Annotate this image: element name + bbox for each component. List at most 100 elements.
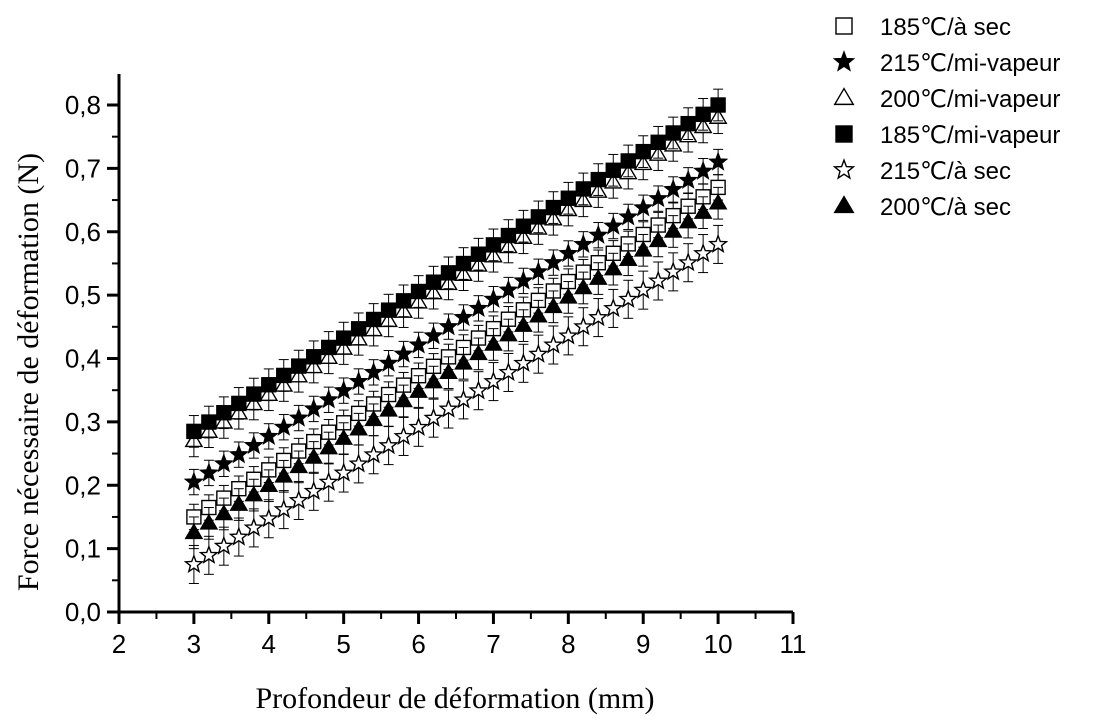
legend-item: 185℃/mi-vapeur — [835, 122, 1060, 149]
data-point — [663, 178, 684, 199]
data-point — [558, 287, 578, 304]
data-point — [647, 270, 669, 290]
data-point — [573, 233, 594, 254]
data-point — [306, 349, 322, 365]
data-point — [530, 209, 547, 225]
legend-item: 185℃/à sec — [835, 14, 1011, 41]
data-point — [393, 425, 414, 446]
y-axis: 0,0 0,1 0,2 0,3 0,4 0,5 0,6 0,7 0,8 — [65, 74, 121, 627]
data-point — [319, 438, 339, 455]
data-point — [500, 227, 517, 244]
data-point — [365, 311, 382, 328]
series-5 — [184, 186, 728, 550]
legend-item: 215℃/mi-vapeur — [832, 50, 1060, 77]
data-point — [468, 380, 489, 400]
data-point — [560, 190, 577, 206]
data-point — [186, 423, 202, 440]
data-point — [335, 330, 352, 346]
legend-item: 215℃/à sec — [832, 158, 1011, 185]
data-point — [575, 181, 592, 197]
data-point — [695, 106, 711, 123]
data-point — [349, 419, 368, 436]
data-point — [605, 162, 621, 178]
data-point — [455, 255, 472, 272]
data-point — [603, 297, 624, 318]
legend-marker — [832, 158, 856, 180]
x-tick-label: 3 — [187, 629, 201, 659]
y-tick-label: 0,2 — [65, 470, 101, 500]
data-point — [680, 115, 696, 132]
data-point — [453, 306, 474, 327]
data-point — [650, 134, 666, 151]
data-point — [363, 444, 384, 464]
data-point — [647, 187, 669, 208]
data-point — [469, 344, 488, 361]
data-point — [545, 199, 562, 216]
data-point — [665, 125, 681, 141]
y-tick-label: 0,3 — [65, 407, 101, 437]
data-point — [498, 279, 519, 299]
data-point — [199, 513, 219, 530]
data-point — [513, 352, 534, 372]
data-point — [410, 283, 427, 300]
data-point — [288, 407, 309, 427]
y-tick-label: 0,0 — [65, 597, 101, 627]
legend-marker — [833, 87, 855, 106]
data-point — [243, 434, 265, 455]
x-tick-label: 8 — [561, 629, 575, 659]
data-point — [304, 447, 324, 464]
data-point — [483, 370, 504, 391]
data-point — [258, 508, 279, 528]
data-point — [693, 242, 714, 263]
data-point — [228, 444, 249, 464]
data-point — [438, 316, 459, 336]
data-point — [409, 381, 428, 398]
data-point — [378, 352, 399, 372]
legend-marker — [835, 17, 853, 35]
x-tick-label: 4 — [262, 629, 276, 659]
data-point — [558, 242, 579, 263]
data-point — [261, 377, 277, 393]
data-point — [558, 325, 579, 345]
data-point — [228, 526, 249, 546]
data-point — [543, 251, 564, 272]
data-point — [380, 302, 397, 318]
data-point — [529, 306, 548, 323]
data-point — [498, 361, 519, 382]
x-tick-label: 9 — [636, 629, 650, 659]
data-point — [573, 315, 594, 336]
data-point — [485, 237, 502, 253]
legend-label: 185℃/à sec — [880, 14, 1011, 41]
data-point — [514, 316, 533, 332]
data-point — [333, 380, 354, 400]
data-point — [708, 151, 729, 171]
data-point — [620, 153, 636, 169]
plot-area — [183, 88, 729, 584]
data-point — [484, 334, 503, 351]
data-point — [198, 462, 219, 482]
legend-marker — [832, 50, 856, 72]
legend-label: 185℃/mi-vapeur — [880, 122, 1060, 149]
data-point — [483, 288, 504, 308]
series-4 — [183, 224, 729, 584]
data-point — [438, 398, 459, 418]
data-point — [229, 494, 249, 511]
data-point — [499, 325, 518, 342]
data-point — [425, 274, 442, 290]
data-point — [663, 261, 684, 281]
data-point — [378, 434, 399, 455]
data-point — [588, 268, 608, 285]
data-point — [201, 414, 217, 430]
data-point — [214, 504, 234, 521]
data-point — [216, 405, 232, 421]
data-point — [528, 261, 549, 281]
data-point — [424, 372, 443, 389]
x-tick-label: 6 — [411, 629, 425, 659]
data-point — [588, 224, 609, 244]
series-0 — [186, 174, 726, 531]
data-point — [184, 523, 204, 540]
data-point — [231, 395, 247, 412]
data-point — [274, 466, 294, 483]
data-point — [291, 358, 307, 374]
data-point — [440, 265, 457, 281]
